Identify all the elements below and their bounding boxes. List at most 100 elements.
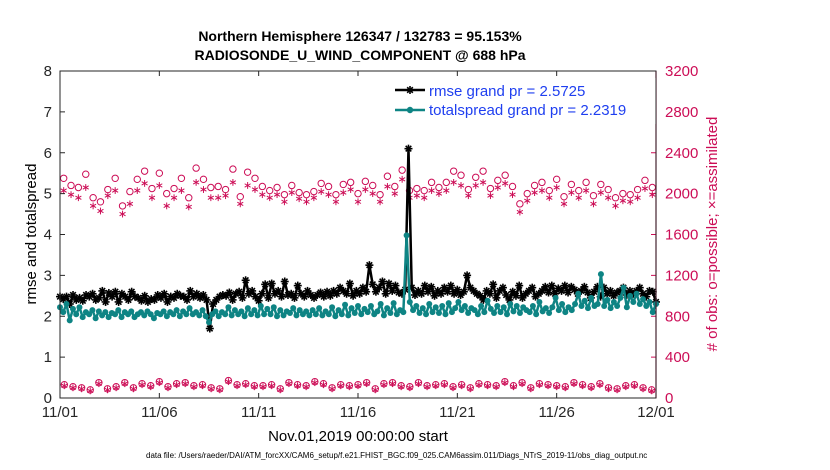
obs-assimilated-marker xyxy=(303,198,310,206)
spread-point xyxy=(455,298,462,305)
obs-assimilated-low-marker xyxy=(492,383,500,391)
obs-possible-marker xyxy=(449,167,458,175)
rmse-point xyxy=(590,287,599,296)
spread-point xyxy=(261,311,268,318)
obs-assimilated-marker xyxy=(75,194,82,202)
obs-assimilated-marker xyxy=(237,200,244,208)
obs-assimilated-marker xyxy=(428,187,435,194)
obs-assimilated-marker xyxy=(156,182,163,189)
obs-assimilated-marker xyxy=(295,195,303,203)
spread-point xyxy=(442,311,449,318)
spread-point xyxy=(316,305,323,312)
obs-assimilated-low-marker xyxy=(441,381,448,389)
spread-point xyxy=(471,307,478,314)
obs-possible-marker xyxy=(126,187,134,196)
spread-point xyxy=(202,313,209,320)
spread-point xyxy=(73,311,80,318)
spread-point xyxy=(355,303,361,310)
obs-assimilated-low-marker xyxy=(475,381,483,389)
obs-possible-marker xyxy=(332,190,340,199)
obs-possible-marker xyxy=(545,186,554,195)
spread-point xyxy=(546,309,553,316)
obs-possible-marker xyxy=(155,169,164,177)
spread-point xyxy=(406,298,413,305)
rmse-point xyxy=(446,281,455,290)
rmse-point xyxy=(251,292,260,301)
obs-possible-marker xyxy=(140,167,149,175)
spread-point xyxy=(578,303,585,310)
spread-point xyxy=(413,303,420,310)
spread-point xyxy=(241,313,248,320)
obs-assimilated-low-marker xyxy=(112,384,120,392)
rmse-point xyxy=(557,286,566,295)
obs-assimilated-marker xyxy=(60,187,67,194)
spread-point xyxy=(380,312,387,319)
rmse-point xyxy=(62,292,71,301)
obs-assimilated-low-marker xyxy=(544,382,552,390)
spread-point xyxy=(507,300,514,307)
rmse-point xyxy=(365,261,374,270)
spread-point xyxy=(264,305,271,312)
spread-point xyxy=(329,304,336,311)
obs-possible-marker xyxy=(199,175,208,184)
y-tick-label: 0 xyxy=(44,390,52,407)
obs-assimilated-low-marker xyxy=(639,385,647,393)
rmse-point xyxy=(560,281,569,290)
spread-point xyxy=(69,305,76,312)
obs-assimilated-marker xyxy=(560,200,568,208)
rmse-point xyxy=(489,280,498,289)
obs-assimilated-marker xyxy=(332,198,340,206)
obs-possible-marker xyxy=(464,185,473,194)
y-tick-label: 4 xyxy=(44,227,52,244)
spread-point xyxy=(640,296,647,303)
obs-possible-marker xyxy=(435,183,443,192)
spread-point xyxy=(604,296,611,303)
spread-point xyxy=(533,311,540,318)
spread-point xyxy=(231,307,238,314)
obs-possible-marker xyxy=(626,190,634,199)
obs-possible-marker xyxy=(552,175,561,184)
obs-assimilated-marker xyxy=(310,194,318,202)
spread-point xyxy=(649,309,656,316)
spread-point xyxy=(597,271,604,278)
obs-possible-marker xyxy=(567,180,576,189)
spread-point xyxy=(465,309,472,316)
spread-point xyxy=(267,311,274,318)
obs-assimilated-low-marker xyxy=(69,384,77,392)
rmse-point xyxy=(95,293,104,302)
obs-assimilated-marker xyxy=(391,190,398,198)
obs-possible-marker xyxy=(243,168,252,176)
obs-possible-marker xyxy=(479,167,487,175)
obs-possible-marker xyxy=(251,174,259,182)
rmse-point xyxy=(241,276,250,285)
obs-possible-marker xyxy=(295,188,303,197)
obs-assimilated-low-marker xyxy=(302,383,310,391)
spread-point xyxy=(367,303,374,310)
obs-assimilated-low-marker xyxy=(588,384,595,392)
obs-possible-marker xyxy=(82,170,90,178)
obs-assimilated-marker xyxy=(163,202,170,210)
rmse-point xyxy=(391,281,400,290)
obs-assimilated-low-marker xyxy=(294,382,301,390)
obs-possible-marker xyxy=(354,189,362,198)
spread-point xyxy=(335,307,342,314)
spread-point xyxy=(270,304,277,311)
rmse-point xyxy=(248,286,257,295)
spread-point xyxy=(562,309,569,316)
obs-possible-marker xyxy=(420,186,428,195)
spread-point xyxy=(445,300,452,307)
obs-assimilated-low-marker xyxy=(432,382,439,390)
spread-point xyxy=(76,304,83,311)
obs-assimilated-marker xyxy=(612,202,619,210)
obs-assimilated-marker xyxy=(104,192,112,200)
obs-assimilated-low-marker xyxy=(415,380,422,388)
obs-possible-marker xyxy=(266,186,274,195)
obs-assimilated-marker xyxy=(516,208,524,216)
spread-point xyxy=(429,309,436,316)
spread-point xyxy=(410,307,417,314)
spread-point xyxy=(141,312,148,319)
rmse-point xyxy=(528,283,537,292)
rmse-point xyxy=(257,289,266,298)
obs-assimilated-marker xyxy=(413,192,421,200)
spread-point xyxy=(400,309,407,316)
